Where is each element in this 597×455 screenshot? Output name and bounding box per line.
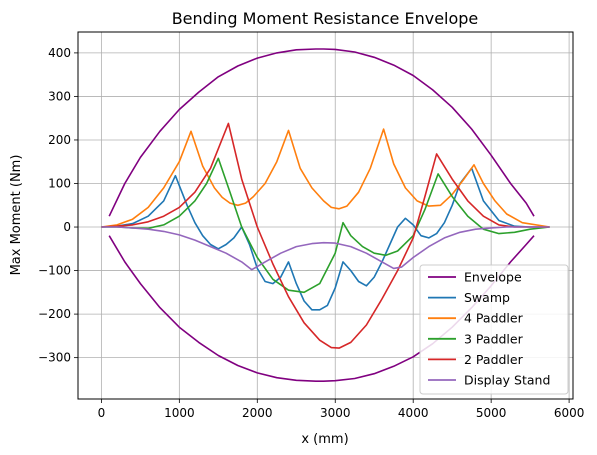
y-tick-label: 100 bbox=[48, 177, 71, 191]
series-line-3-paddler bbox=[101, 157, 550, 294]
series-line-envelope bbox=[108, 48, 535, 217]
x-tick-label: 2000 bbox=[242, 406, 273, 420]
legend-label: 3 Paddler bbox=[464, 331, 524, 346]
x-axis-label: x (mm) bbox=[301, 432, 348, 447]
legend-box bbox=[419, 264, 569, 395]
y-tick-label: −200 bbox=[38, 307, 71, 321]
y-axis-label: Max Moment (Nm) bbox=[9, 155, 24, 276]
x-tick-label: 1000 bbox=[164, 406, 195, 420]
y-tick-label: 0 bbox=[63, 220, 71, 234]
x-tick-label: 0 bbox=[98, 406, 106, 420]
legend-label: Display Stand bbox=[464, 373, 550, 388]
series-lines bbox=[101, 48, 550, 383]
x-tick-label: 6000 bbox=[554, 406, 585, 420]
y-tick-label: −100 bbox=[38, 264, 71, 278]
chart-title: Bending Moment Resistance Envelope bbox=[172, 9, 479, 28]
series-line-4-paddler bbox=[101, 128, 550, 228]
legend-label: 4 Paddler bbox=[464, 311, 524, 326]
legend-label: Swamp bbox=[464, 290, 510, 305]
series-line-swamp bbox=[101, 167, 550, 311]
legend-label: Envelope bbox=[464, 270, 522, 285]
grid-lines bbox=[78, 32, 573, 399]
x-tick-label: 3000 bbox=[320, 406, 351, 420]
x-tick-label: 4000 bbox=[398, 406, 429, 420]
series-line-display-stand bbox=[101, 226, 550, 271]
x-tick-labels: 0 1000 2000 3000 4000 5000 6000 bbox=[98, 399, 585, 420]
y-tick-labels: −300 −200 −100 0 100 200 300 400 bbox=[38, 46, 78, 365]
plot-frame bbox=[77, 31, 574, 400]
y-tick-label: 400 bbox=[48, 46, 71, 60]
y-tick-label: 300 bbox=[48, 89, 71, 103]
y-tick-label: 200 bbox=[48, 133, 71, 147]
x-tick-label: 5000 bbox=[476, 406, 507, 420]
legend: Envelope Swamp 4 Paddler 3 Paddler 2 Paddler… bbox=[419, 264, 569, 395]
series-line-2-paddler bbox=[101, 122, 550, 349]
legend-label: 2 Paddler bbox=[464, 352, 524, 367]
y-tick-label: −300 bbox=[38, 351, 71, 365]
